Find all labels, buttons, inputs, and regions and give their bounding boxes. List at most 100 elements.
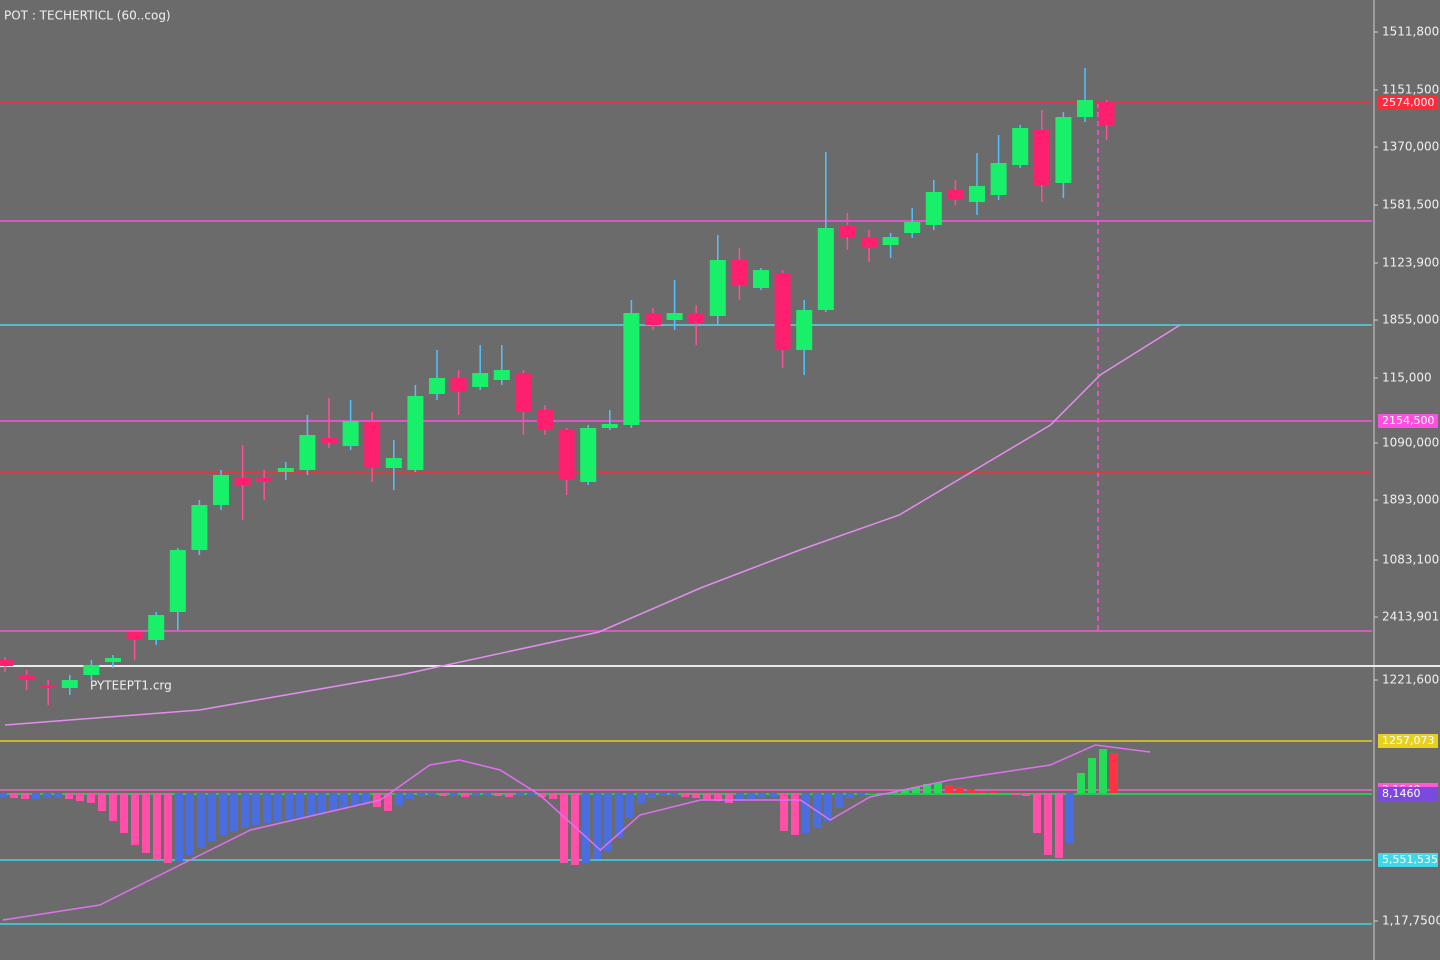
histogram-bar (164, 793, 172, 863)
histogram-bar (615, 793, 623, 838)
candle-body (537, 410, 553, 430)
histogram-bar (912, 787, 920, 793)
histogram-bar (494, 793, 502, 796)
candle-body (774, 273, 791, 350)
histogram-bar (1066, 793, 1074, 843)
y-tick-label: 1123,900 (1382, 256, 1439, 270)
histogram-bar (758, 793, 766, 798)
candle-body (623, 313, 640, 425)
candle-body (321, 438, 337, 443)
histogram-bar (120, 793, 128, 833)
histogram-bar (54, 793, 62, 798)
candle-body (299, 435, 316, 470)
candle-body (18, 675, 35, 680)
histogram-bar (604, 793, 612, 851)
histogram-bar (725, 793, 733, 803)
candle-body (342, 421, 359, 446)
histogram-bar (1110, 753, 1118, 793)
histogram-bar (780, 793, 788, 831)
histogram-bar (659, 793, 667, 796)
histogram-bar (978, 791, 986, 793)
histogram-bar (835, 793, 843, 808)
histogram-bar (76, 793, 84, 801)
candle-body (1012, 128, 1029, 165)
histogram-bar (43, 793, 51, 798)
candle-body (666, 313, 683, 320)
histogram-bar (362, 793, 370, 803)
y-tick-label: 2413,901 (1382, 610, 1439, 624)
histogram-bar (263, 793, 271, 823)
candle-body (947, 190, 964, 200)
histogram-bar (934, 783, 942, 793)
histogram-bar (736, 793, 744, 801)
candle-body (364, 422, 381, 468)
histogram-bar (87, 793, 95, 803)
level-label: 2154,500 (1382, 414, 1435, 427)
histogram-bar (439, 793, 447, 796)
histogram-bar (703, 793, 711, 799)
histogram-bar (109, 793, 117, 821)
candle-body (1098, 102, 1115, 125)
histogram-bar (747, 793, 755, 799)
histogram-bar (1011, 793, 1019, 795)
candle-body (61, 680, 78, 688)
histogram-bar (274, 793, 282, 821)
chart-title: POT : TECHERTICL (60..cog) (4, 9, 171, 23)
histogram-bar (857, 793, 865, 795)
histogram-bar (1099, 749, 1107, 793)
candle-body (861, 237, 877, 248)
histogram-bar (769, 793, 777, 797)
histogram-bar (406, 793, 414, 799)
histogram-bar (1000, 793, 1008, 794)
signal-line (2, 744, 1151, 921)
y-tick-label: 1893,000 (1382, 493, 1439, 507)
histogram-bar (846, 793, 854, 798)
candle-body (256, 478, 273, 482)
histogram-bar (285, 793, 293, 819)
candle-body (407, 396, 424, 470)
histogram-bar (549, 793, 557, 799)
histogram-bar (153, 793, 161, 859)
level-label-box (1378, 787, 1438, 801)
histogram-bar (340, 793, 348, 808)
histogram-bar (450, 793, 458, 796)
y-tick-label: 1221,600 (1382, 673, 1439, 687)
candle-body (472, 373, 489, 387)
histogram-bar (582, 793, 590, 863)
histogram-bar (384, 793, 392, 811)
level-label-box (1378, 853, 1438, 867)
histogram-bar (791, 793, 799, 835)
candle-body (148, 615, 165, 640)
histogram-bar (0, 793, 7, 797)
histogram-bar (252, 793, 260, 825)
histogram-bar (351, 793, 359, 805)
histogram-bar (483, 793, 491, 795)
histogram-bar (714, 793, 722, 801)
histogram-bar (186, 793, 194, 855)
histogram-bar (461, 793, 469, 797)
candle-body (493, 370, 510, 380)
level-label: 2574,000 (1382, 96, 1435, 109)
candle-body (558, 430, 575, 480)
histogram-bar (219, 793, 227, 835)
candle-body (796, 310, 813, 350)
histogram-bar (956, 787, 964, 793)
histogram-bar (428, 793, 436, 795)
candle-body (429, 378, 445, 394)
y-tick-label: 1090,000 (1382, 436, 1439, 450)
histogram-bar (131, 793, 139, 845)
candle-body (753, 270, 769, 288)
histogram-bar (241, 793, 249, 828)
candle-body (1033, 130, 1050, 185)
candle-body (515, 373, 532, 412)
histogram-bar (1055, 793, 1063, 858)
candle-body (450, 378, 467, 392)
histogram-bar (527, 793, 535, 795)
moving-average (4, 324, 1181, 726)
histogram-bar (32, 793, 40, 799)
histogram-bar (868, 793, 876, 794)
histogram-bar (230, 793, 238, 831)
histogram-bar (538, 793, 546, 797)
histogram-bar (648, 793, 656, 798)
